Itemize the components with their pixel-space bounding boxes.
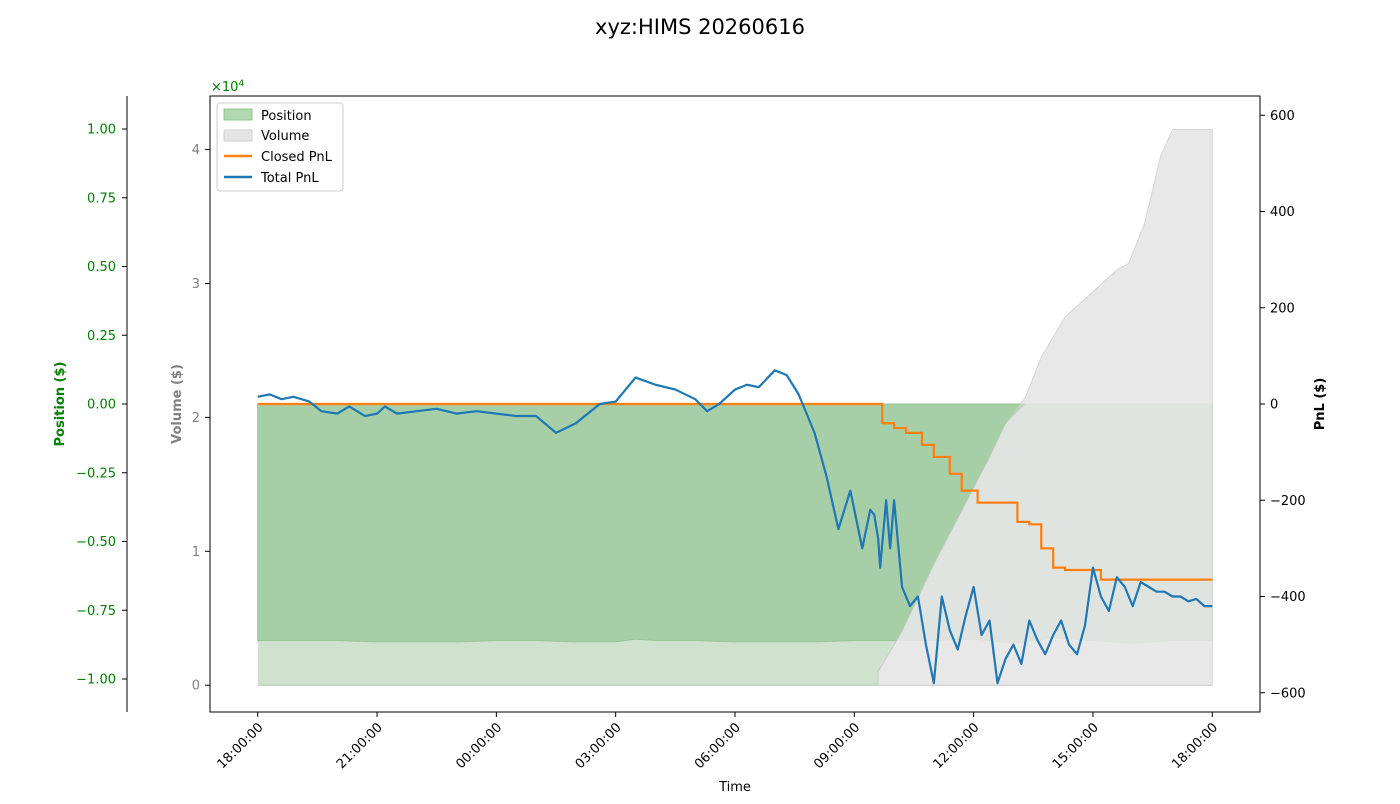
volume-tick-label: 4 (192, 143, 200, 158)
volume-tick-label: 2 (192, 411, 200, 426)
position-tick-label: −0.25 (76, 466, 116, 481)
total-pnl-line (257, 369, 1213, 685)
volume-axis-label: Volume ($) (170, 364, 185, 444)
position-tick-label: 0.00 (87, 398, 116, 413)
pnl-axis-label: PnL ($) (1313, 378, 1328, 431)
pnl-tick-label: 200 (1270, 301, 1295, 316)
legend-label-closed-pnl: Closed PnL (261, 150, 333, 165)
chart-title: xyz:HIMS 20260616 (595, 15, 805, 39)
volume-tick-label: 3 (192, 277, 200, 292)
plot-area (257, 128, 1213, 686)
position-tick-label: −0.50 (76, 535, 116, 550)
legend-swatch-position (223, 108, 253, 121)
position-axis-label: Position ($) (53, 362, 68, 447)
pnl-tick-label: 600 (1270, 109, 1295, 124)
position-tick-label: −1.00 (76, 673, 116, 688)
pnl-tick-label: −600 (1270, 686, 1306, 701)
legend-label-total-pnl: Total PnL (260, 171, 319, 186)
legend-swatch-volume (223, 129, 253, 142)
pnl-tick-label: −400 (1270, 590, 1306, 605)
position-tick-label: 0.75 (87, 191, 116, 206)
pnl-tick-label: −200 (1270, 494, 1306, 509)
volume-multiplier: ×104 (211, 79, 244, 95)
legend-label-position: Position (261, 109, 312, 124)
volume-tick-label: 1 (192, 545, 200, 560)
position-tick-label: 0.25 (87, 329, 116, 344)
pnl-tick-label: 0 (1270, 398, 1278, 413)
position-volume-overlap (257, 404, 1213, 686)
legend-box (216, 102, 344, 192)
position-tick-label: 1.00 (87, 123, 116, 138)
legend: Position Volume Closed PnL Total PnL (216, 102, 344, 192)
legend-label-volume: Volume (261, 129, 309, 144)
closed-pnl-line (257, 402, 1213, 581)
pnl-tick-label: 400 (1270, 205, 1295, 220)
volume-tick-label: 0 (192, 679, 200, 694)
position-tick-label: 0.50 (87, 260, 116, 275)
x-axis-label: Time (718, 780, 751, 795)
position-tick-label: −0.75 (76, 604, 116, 619)
